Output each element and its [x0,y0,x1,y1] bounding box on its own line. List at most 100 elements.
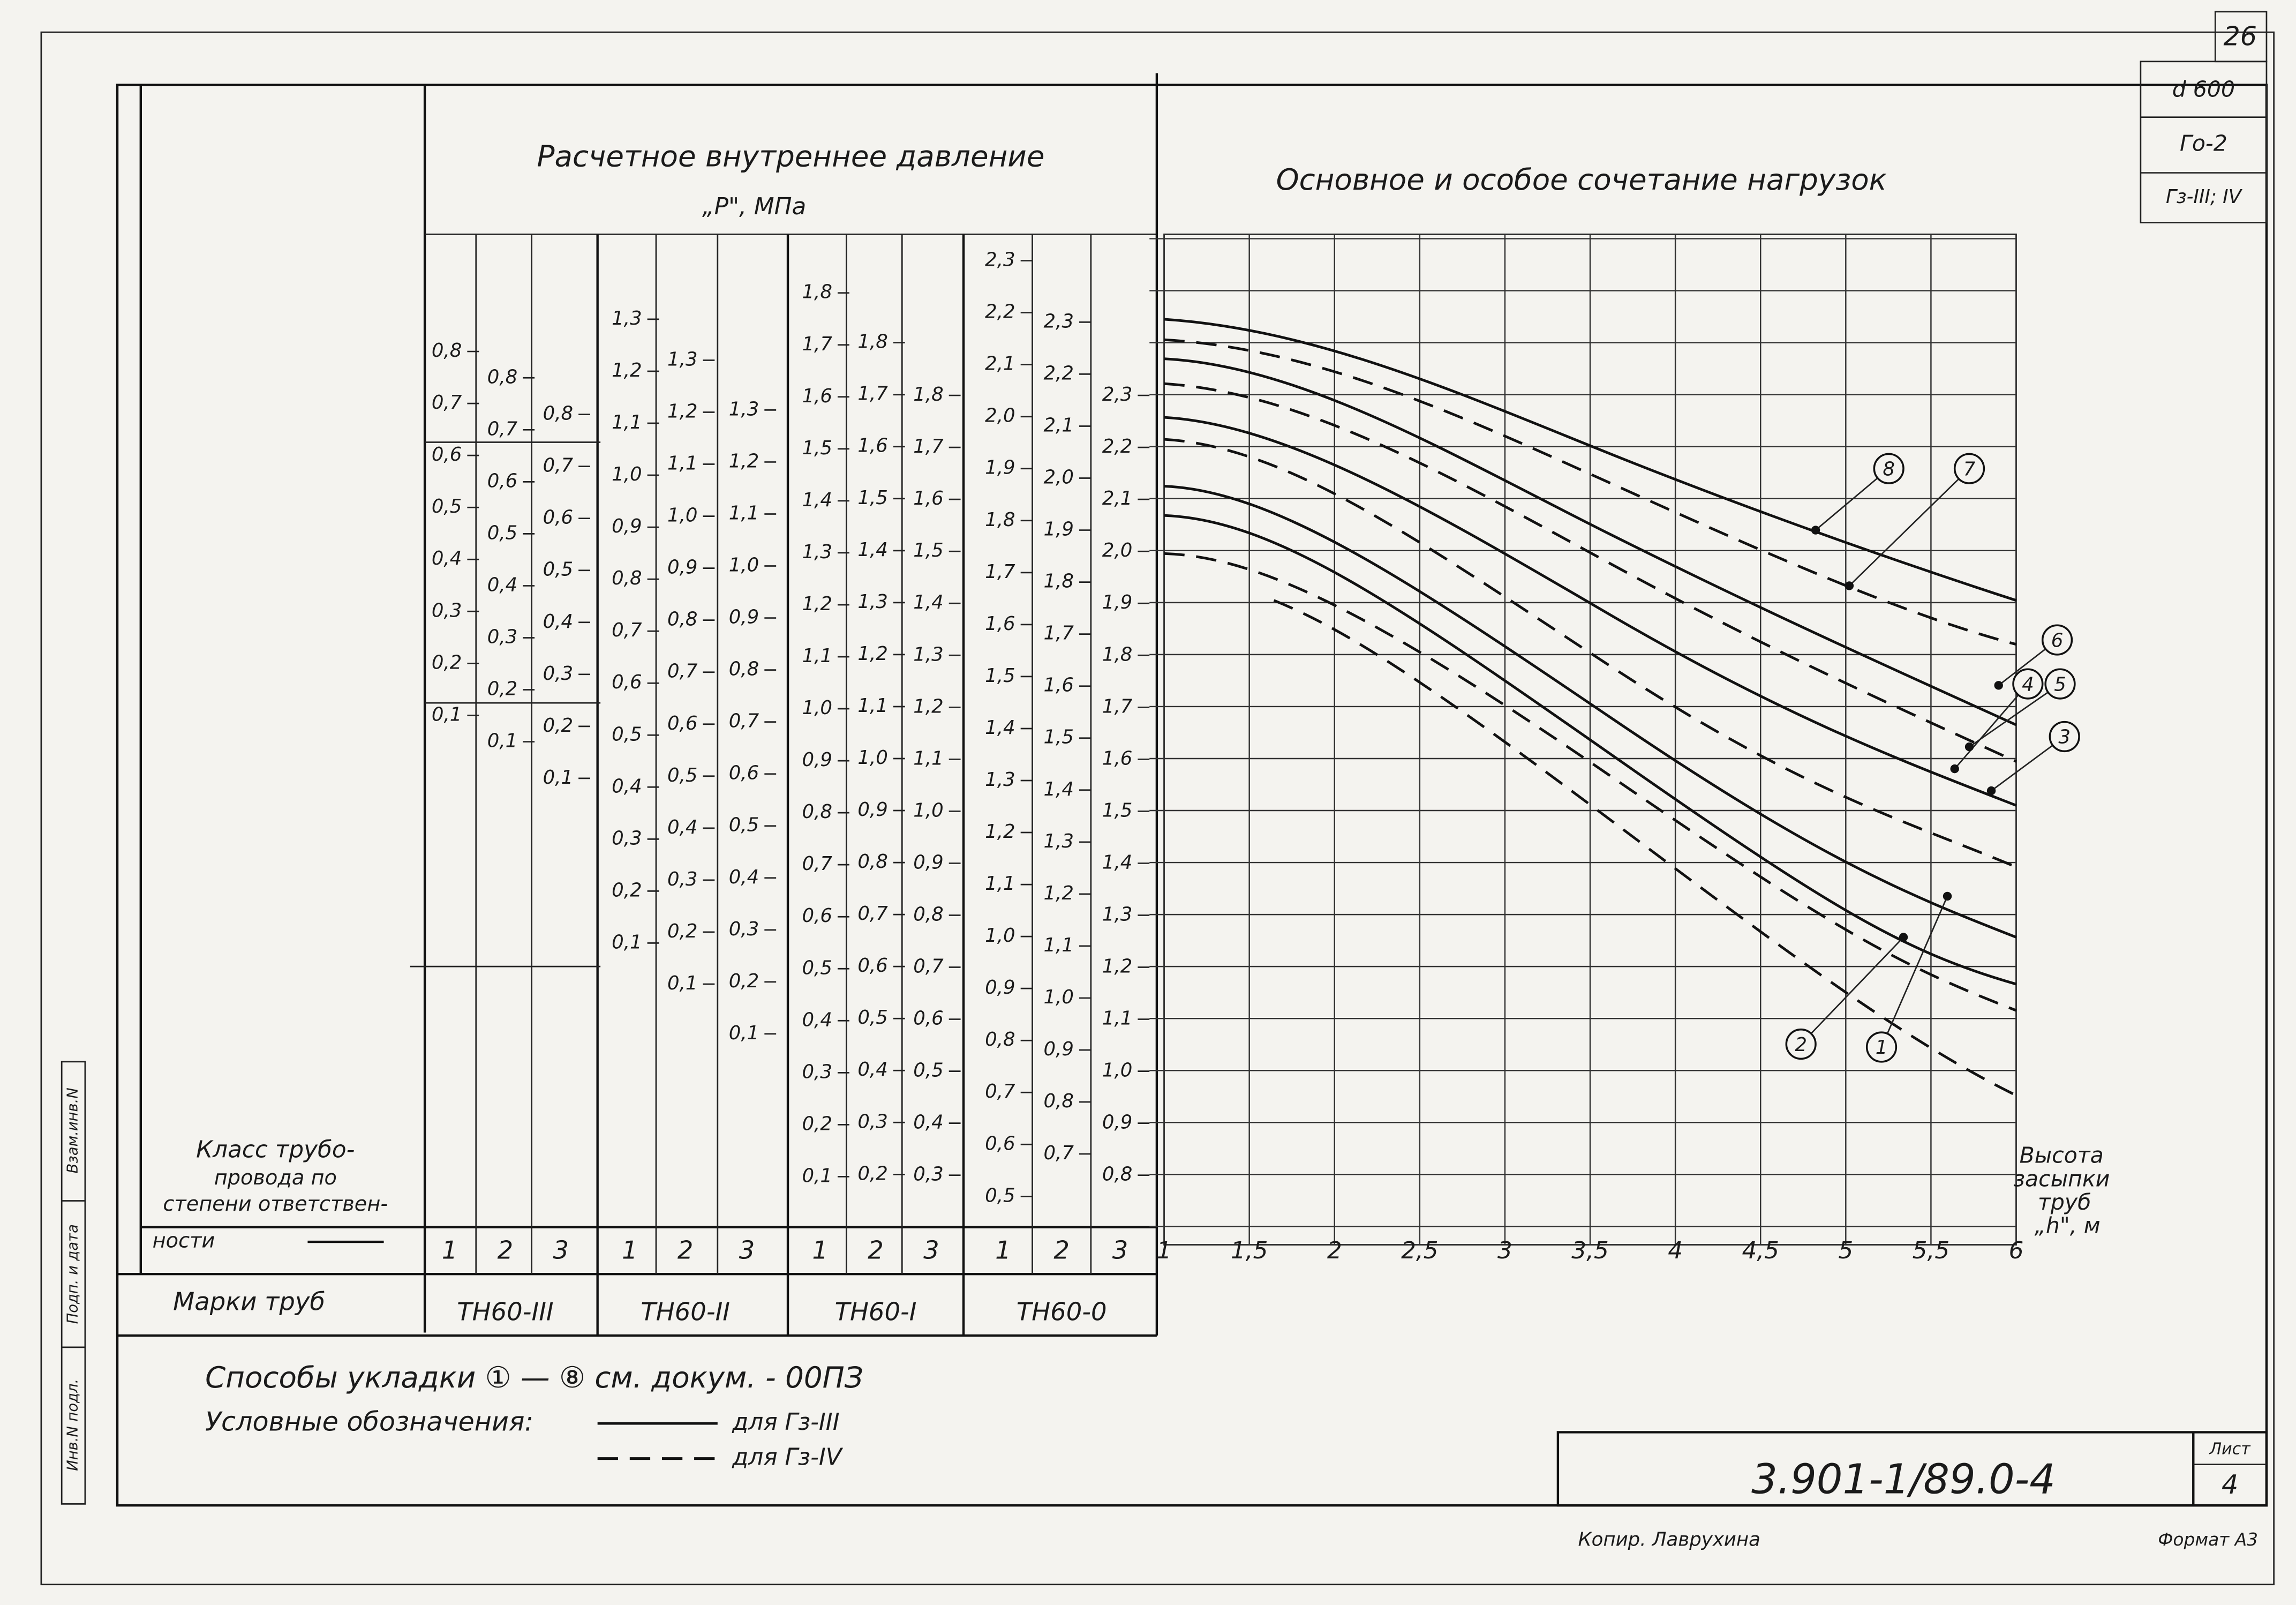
scale-tick-label: 0,7 [612,619,642,641]
scale-tick-label: 0,4 [802,1009,832,1031]
scale-tick-label: 1,1 [1102,1008,1132,1030]
scale-tick-label: 1,3 [1102,903,1132,925]
scale-tick-label: 1,3 [802,541,832,563]
scale-tick-label: 0,9 [1102,1112,1132,1134]
scale-tick-label: 0,7 [543,455,574,477]
scale-tick-label: 0,2 [432,651,462,673]
pipe-mark: ТН60-II [641,1298,730,1326]
scale-tick-label: 0,9 [667,557,697,579]
scale-tick-label: 1,2 [667,401,697,423]
scale-tick-label: 0,9 [612,515,642,537]
scale-tick-label: 0,2 [857,1162,887,1184]
methods-note: Способы укладки ① — ⑧ см. докум. - 00ПЗ [205,1360,863,1394]
scale-tick-label: 0,5 [487,522,517,544]
scale-tick-label: 0,5 [857,1007,887,1029]
scale-tick-label: 1,5 [985,665,1015,687]
class-number: 3 [923,1236,939,1265]
scale-tick-label: 0,6 [913,1008,943,1030]
leader-dot [1943,891,1952,901]
scale-tick-label: 1,3 [985,769,1015,791]
class-number: 1 [812,1236,828,1265]
scale-tick-label: 0,5 [985,1184,1015,1206]
scale-tick-label: 0,2 [543,715,573,737]
scale-tick-label: 0,1 [667,972,697,994]
scale-tick-label: 0,4 [612,775,642,797]
scale-tick-label: 1,3 [1044,830,1074,852]
class-number: 3 [553,1236,569,1265]
x-tick-label: 3,5 [1571,1237,1609,1264]
title-block [1556,1431,2268,1507]
scale-tick-label: 0,1 [543,767,573,789]
outer-frame [40,31,2275,1586]
scale-tick-label: 1,1 [857,695,887,717]
class-label: ности [153,1229,215,1253]
class-number: 1 [622,1236,638,1265]
scale-tick-label: 2,2 [985,301,1015,323]
curve-solid [1164,485,2017,939]
scale-tick-label: 1,0 [729,554,759,576]
scale-tick-label: 2,1 [1044,414,1074,436]
scale-tick-label: 0,2 [667,920,697,942]
scale-tick-label: 1,0 [1102,1060,1132,1082]
scale-tick-label: 1,3 [857,591,887,613]
scale-tick-label: 1,2 [1102,956,1132,978]
x-tick-label: 5,5 [1913,1237,1950,1264]
stamp-text: d 600 [2172,76,2235,102]
leader-line [1880,896,1948,1048]
scale-tick-label: 0,6 [487,470,517,492]
scale-tick-label: 0,3 [729,918,759,940]
scale-tick-label: 0,1 [729,1022,759,1044]
scale-tick-label: 2,0 [985,405,1015,427]
curve-solid [1164,357,2017,726]
curve-solid [1164,318,2017,602]
legend-entry: для Гз-IV [732,1444,844,1471]
scale-tick-label: 0,8 [487,366,517,388]
scale-tick-label: 0,3 [612,827,642,849]
document-number: 3.901-1/89.0-4 [1751,1456,2056,1503]
scale-tick-label: 1,8 [1102,643,1132,665]
scale-tick-label: 0,8 [985,1029,1015,1051]
scale-tick-label: 0,4 [432,548,462,569]
scale-tick-label: 0,8 [913,903,943,925]
scale-tick-label: 0,3 [667,868,697,890]
scale-tick-label: 2,2 [1102,436,1132,458]
scale-tick-label: 1,3 [913,643,943,665]
legend-entry: для Гз-III [732,1408,839,1436]
scale-tick-label: 1,6 [1044,674,1074,696]
scale-tick-label: 0,1 [487,730,517,752]
scale-tick-label: 1,0 [612,463,642,485]
scale-tick-label: 0,6 [857,955,887,977]
scale-tick-label: 0,7 [913,956,944,978]
scale-tick-label: 0,4 [857,1059,887,1081]
scale-tick-label: 0,7 [487,418,518,440]
x-tick-label: 1 [1157,1237,1172,1264]
scale-tick-label: 1,4 [802,489,832,511]
side-stamp [61,1061,86,1505]
leader-line [1815,468,1890,531]
scale-tick-label: 0,7 [985,1081,1015,1102]
leader-line [1848,468,1970,587]
x-tick-label: 2,5 [1401,1237,1439,1264]
scale-tick-label: 0,9 [729,606,759,628]
scale-tick-label: 1,7 [857,383,888,405]
scale-tick-label: 2,3 [1102,384,1132,406]
class-label: провода по [214,1166,337,1190]
scale-tick-label: 1,7 [1044,622,1074,644]
class-label: степени ответствен- [163,1192,388,1216]
stamp-text: Гз-III; IV [2166,186,2243,208]
scale-tick-label: 1,2 [985,821,1015,843]
scale-tick-label: 1,7 [913,436,944,458]
scale-tick-label: 1,4 [1102,851,1132,873]
x-tick-label: 6 [2009,1237,2024,1264]
label-circle [1953,453,1985,484]
scale-tick-label: 0,9 [857,799,887,821]
scale-tick-label: 1,1 [985,873,1015,895]
scale-tick-label: 0,8 [729,658,759,680]
x-tick-label: 5 [1838,1237,1853,1264]
scale-tick-label: 1,7 [985,561,1015,583]
stamp-box [2140,61,2268,223]
scale-tick-label: 0,7 [1044,1142,1074,1164]
scale-tick-label: 0,1 [802,1165,832,1187]
